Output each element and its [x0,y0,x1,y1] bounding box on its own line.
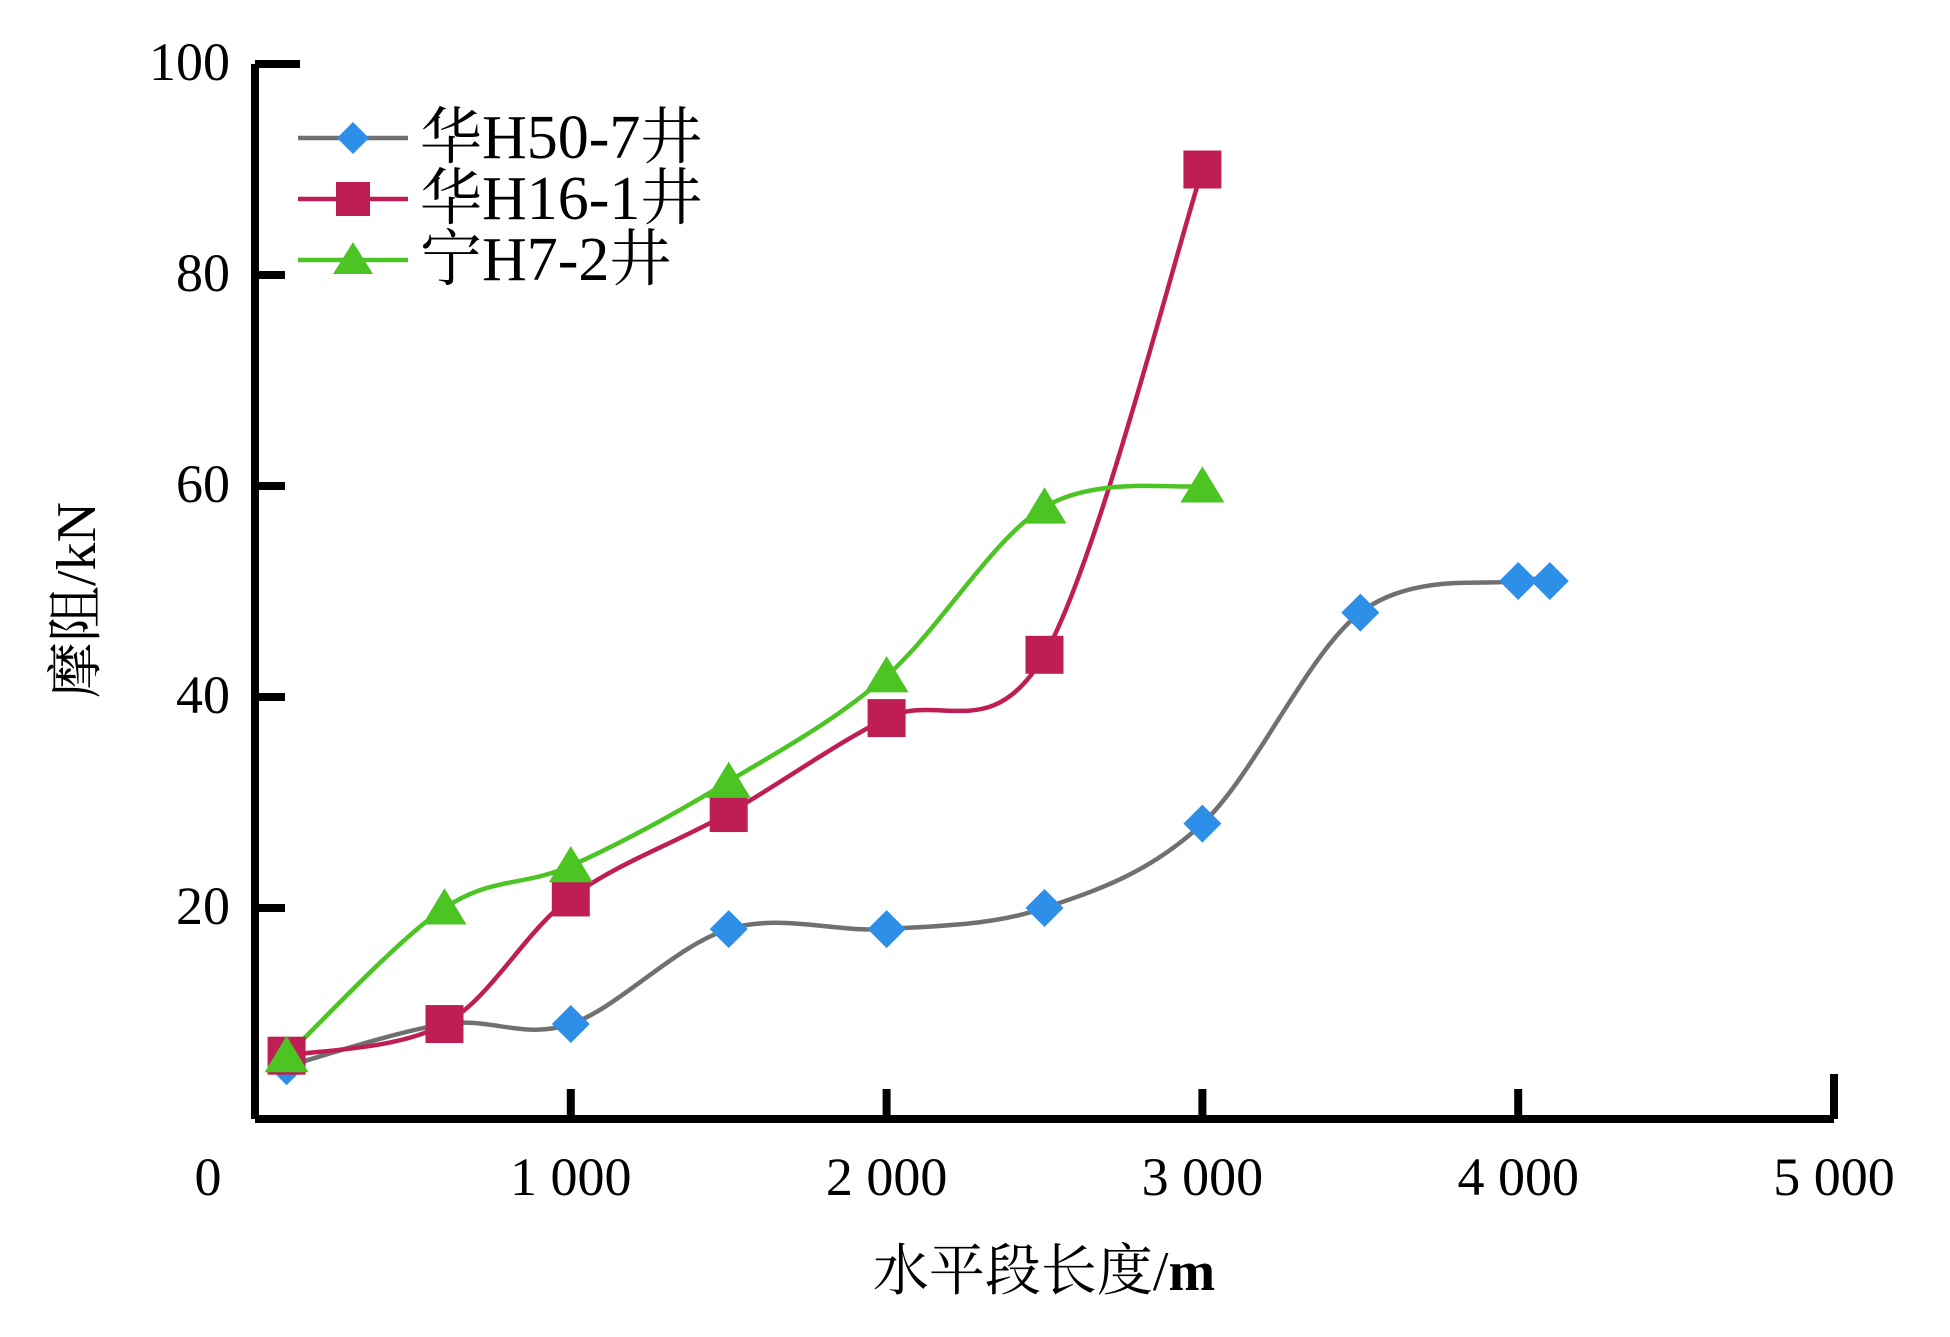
svg-text:水平段长度/m: 水平段长度/m [873,1241,1215,1303]
svg-text:60: 60 [176,454,230,514]
svg-text:华H50-7井: 华H50-7井 [420,104,702,172]
svg-text:80: 80 [176,243,230,303]
svg-text:2 000: 2 000 [826,1147,948,1207]
svg-text:0: 0 [195,1147,222,1207]
svg-text:40: 40 [176,665,230,725]
svg-text:4 000: 4 000 [1457,1147,1579,1207]
svg-text:1 000: 1 000 [510,1147,632,1207]
svg-text:5 000: 5 000 [1773,1147,1895,1207]
svg-text:华H16-1井: 华H16-1井 [420,165,702,233]
svg-text:宁H7-2井: 宁H7-2井 [420,226,671,294]
svg-text:3 000: 3 000 [1142,1147,1264,1207]
svg-text:20: 20 [176,876,230,936]
svg-text:100: 100 [149,32,230,92]
svg-text:摩阻/kN: 摩阻/kN [46,502,108,698]
